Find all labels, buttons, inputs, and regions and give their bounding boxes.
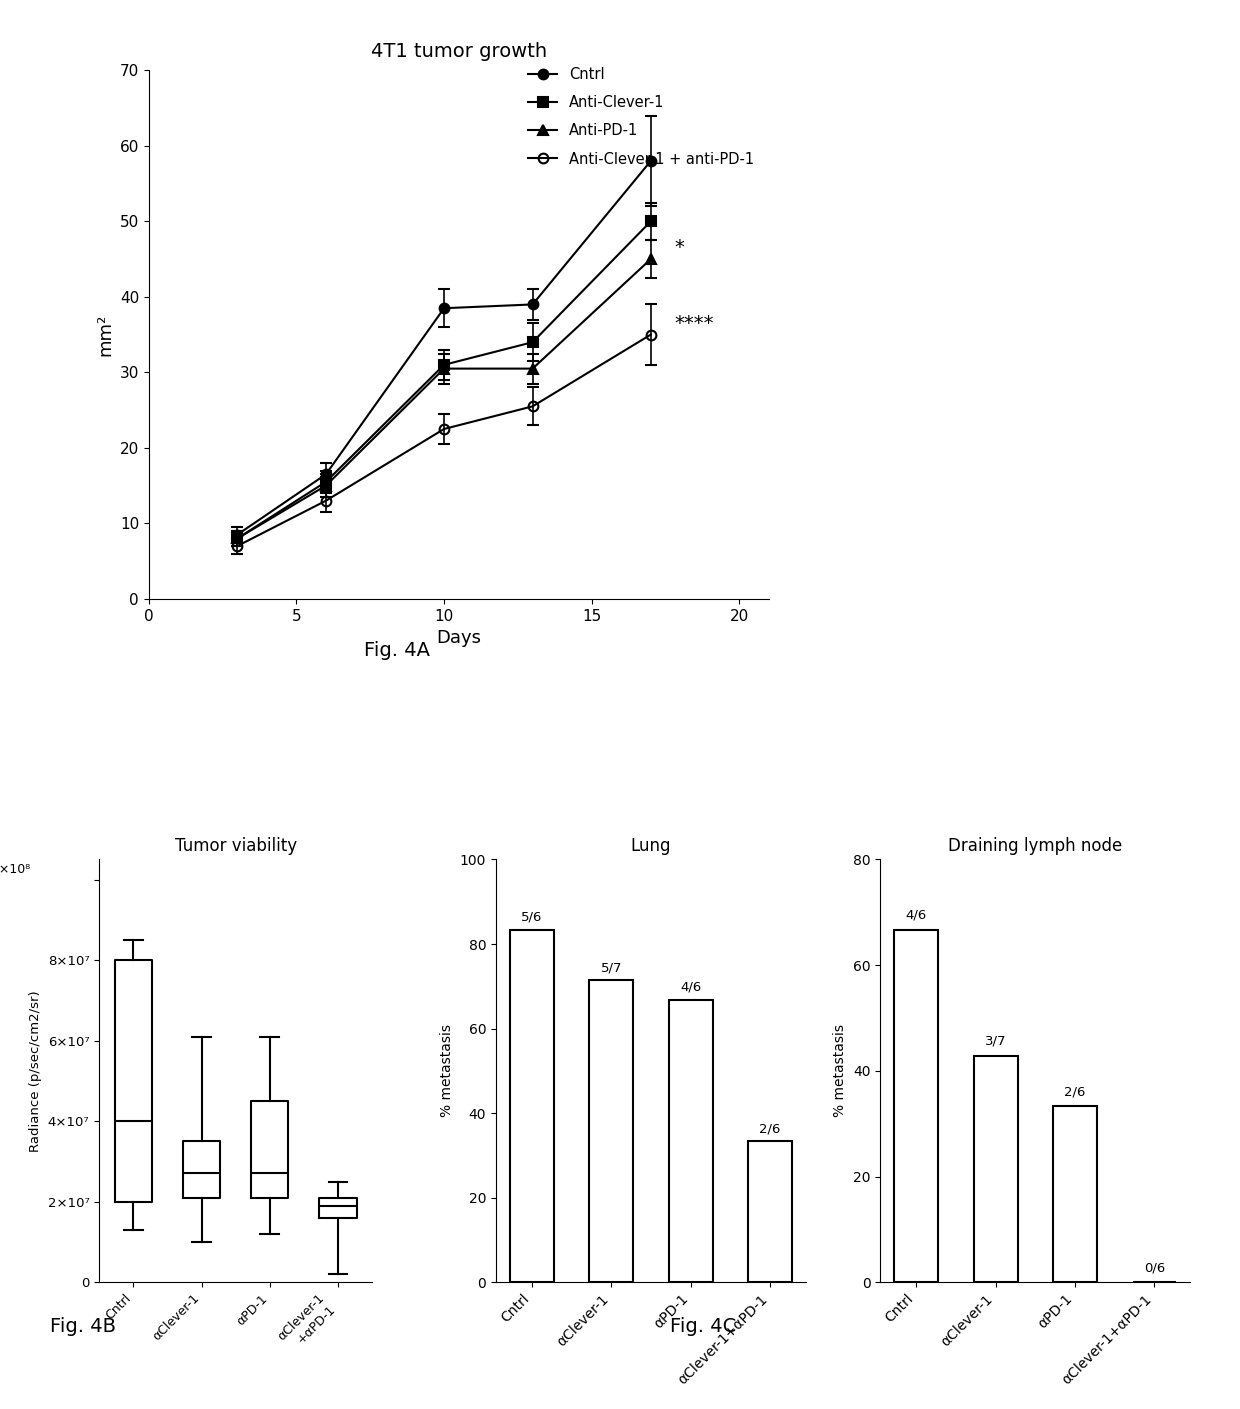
Y-axis label: mm²: mm² xyxy=(97,314,114,355)
Text: 1×10⁸: 1×10⁸ xyxy=(0,862,31,875)
Title: Lung: Lung xyxy=(631,837,671,855)
Title: 4T1 tumor growth: 4T1 tumor growth xyxy=(371,41,547,61)
Legend: Cntrl, Anti-Clever-1, Anti-PD-1, Anti-Clever-1 + anti-PD-1: Cntrl, Anti-Clever-1, Anti-PD-1, Anti-Cl… xyxy=(528,68,754,166)
Text: 5/7: 5/7 xyxy=(600,961,622,974)
Text: 2/6: 2/6 xyxy=(759,1122,781,1136)
Title: Tumor viability: Tumor viability xyxy=(175,837,296,855)
X-axis label: Days: Days xyxy=(436,628,481,647)
Bar xyxy=(510,930,554,1282)
Text: *: * xyxy=(675,238,684,258)
Bar xyxy=(894,930,939,1282)
Y-axis label: % metastasis: % metastasis xyxy=(833,1024,847,1117)
Bar xyxy=(973,1055,1018,1282)
Y-axis label: Radiance (p/sec/cm2/sr): Radiance (p/sec/cm2/sr) xyxy=(29,991,42,1151)
Text: ****: **** xyxy=(675,314,714,333)
Text: Fig. 4C: Fig. 4C xyxy=(670,1317,735,1336)
Text: 0/6: 0/6 xyxy=(1143,1261,1166,1274)
Text: 3/7: 3/7 xyxy=(985,1034,1007,1048)
Bar xyxy=(748,1141,792,1282)
Y-axis label: % metastasis: % metastasis xyxy=(440,1024,454,1117)
Text: Fig. 4B: Fig. 4B xyxy=(50,1317,115,1336)
Text: 5/6: 5/6 xyxy=(521,910,543,924)
Bar xyxy=(589,981,634,1282)
Bar xyxy=(1053,1106,1097,1282)
Text: 4/6: 4/6 xyxy=(680,981,702,993)
Text: Fig. 4A: Fig. 4A xyxy=(363,641,430,659)
Text: 4/6: 4/6 xyxy=(905,909,928,921)
Bar xyxy=(668,1000,713,1282)
Text: 2/6: 2/6 xyxy=(1064,1085,1086,1099)
Title: Draining lymph node: Draining lymph node xyxy=(949,837,1122,855)
